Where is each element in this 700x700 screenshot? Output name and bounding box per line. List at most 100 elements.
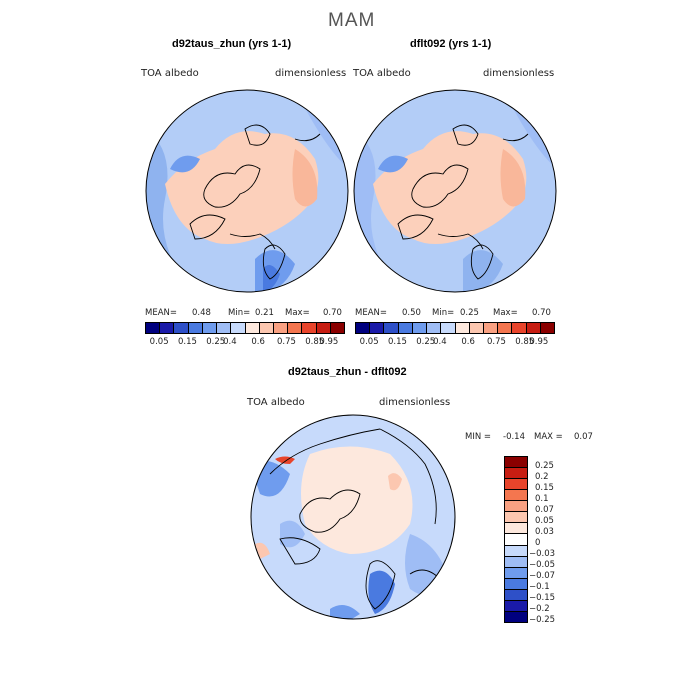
panel-1-units-label: dimensionless [275, 68, 347, 79]
colorbar-swatch [505, 534, 527, 546]
panel-2-mean-value: 0.50 [402, 308, 421, 318]
colorbar-tick-label: 0.15 [177, 337, 197, 347]
colorbar-tick-label: −0.03 [529, 549, 556, 559]
panel-1-mean-value: 0.48 [192, 308, 211, 318]
panel-2-min-label: Min= [432, 308, 455, 318]
panel-2-title: dflt092 (yrs 1-1) [410, 38, 492, 50]
colorbar-tick-label: 0.95 [529, 337, 549, 347]
colorbar-swatch [526, 323, 541, 333]
colorbar-tick-label: 0.15 [387, 337, 407, 347]
colorbar-tick-label: 0.85 [515, 337, 535, 347]
colorbar-swatch [412, 323, 428, 333]
colorbar-tick-label: 0.85 [305, 337, 325, 347]
colorbar-swatch [505, 490, 527, 502]
diff-max-label: MAX = [534, 432, 563, 442]
colorbar-tick-label: 0.03 [535, 527, 554, 537]
colorbar-swatch [505, 512, 527, 524]
colorbar-swatch [505, 523, 527, 535]
diff-panel-polar-map [250, 414, 456, 620]
colorbar-tick-label: 0.25 [206, 337, 226, 347]
colorbar-tick-label: 0.95 [319, 337, 339, 347]
colorbar-tick-label: −0.1 [529, 582, 550, 592]
colorbar-tick-label: −0.05 [529, 560, 556, 570]
colorbar-tick-label: 0.05 [149, 337, 169, 347]
colorbar-swatch [259, 323, 274, 333]
colorbar-tick-label: 0.25 [416, 337, 436, 347]
colorbar-swatch [384, 323, 399, 333]
panel-1-title: d92taus_zhun (yrs 1-1) [172, 38, 292, 50]
colorbar-tick-label: −0.2 [529, 604, 550, 614]
colorbar-swatch [505, 589, 527, 601]
colorbar-swatch [217, 323, 232, 333]
colorbar-tick-label: 0.75 [486, 337, 506, 347]
panel-2-polar-map [353, 89, 557, 293]
panel-1-variable-label: TOA albedo [141, 68, 199, 79]
colorbar-tick-label: −0.15 [529, 593, 556, 603]
panel-2-mean-label: MEAN= [355, 308, 387, 318]
colorbar-swatch [427, 323, 442, 333]
panel-1-min-label: Min= [228, 308, 251, 318]
panel-1-min-value: 0.21 [255, 308, 274, 318]
colorbar-swatch [245, 323, 260, 333]
colorbar-swatch [273, 323, 289, 333]
colorbar-tick-label: 0.15 [535, 483, 554, 493]
colorbar-tick-label: 0.4 [223, 337, 237, 347]
panel-2-colorbar [355, 322, 555, 334]
diff-min-value: -0.14 [503, 432, 525, 442]
colorbar-swatch [160, 323, 175, 333]
colorbar-swatch [505, 479, 527, 491]
colorbar-tick-label: 0.07 [535, 505, 554, 515]
colorbar-swatch [441, 323, 456, 333]
panel-1-mean-label: MEAN= [145, 308, 177, 318]
colorbar-swatch [455, 323, 470, 333]
colorbar-swatch [202, 323, 218, 333]
colorbar-swatch [505, 567, 527, 579]
colorbar-tick-label: 0.25 [535, 461, 554, 471]
colorbar-swatch [146, 323, 161, 333]
panel-2-min-value: 0.25 [460, 308, 479, 318]
colorbar-swatch [540, 323, 555, 333]
panel-1-max-value: 0.70 [323, 308, 342, 318]
panel-1-colorbar [145, 322, 345, 334]
colorbar-swatch [505, 545, 527, 557]
colorbar-tick-label: 0.05 [359, 337, 379, 347]
diff-panel-title: d92taus_zhun - dflt092 [288, 366, 407, 378]
colorbar-swatch [398, 323, 413, 333]
colorbar-tick-label: −0.25 [529, 615, 556, 625]
panel-1-colorbar-ticks: 0.05 0.15 0.25 0.4 0.6 0.75 0.85 0.95 [145, 337, 343, 349]
panel-2-units-label: dimensionless [483, 68, 555, 79]
diff-colorbar [504, 456, 528, 623]
diff-colorbar-ticks: 0.25 0.2 0.15 0.1 0.07 0.05 0.03 0 −0.03 −0.05 −0.… [529, 456, 575, 625]
colorbar-swatch [288, 323, 303, 333]
panel-2-max-value: 0.70 [532, 308, 551, 318]
diff-min-label: MIN = [465, 432, 492, 442]
colorbar-swatch [505, 578, 527, 590]
colorbar-tick-label: 0.75 [276, 337, 296, 347]
colorbar-swatch [174, 323, 189, 333]
colorbar-swatch [330, 323, 345, 333]
diff-max-value: 0.07 [574, 432, 593, 442]
colorbar-tick-label: 0.2 [535, 472, 549, 482]
diff-panel-variable-label: TOA albedo [247, 397, 305, 408]
colorbar-tick-label: 0.6 [251, 337, 265, 347]
panel-1-polar-map [145, 89, 349, 293]
colorbar-tick-label: −0.07 [529, 571, 556, 581]
panel-2-variable-label: TOA albedo [353, 68, 411, 79]
colorbar-swatch [231, 323, 246, 333]
colorbar-swatch [188, 323, 203, 333]
colorbar-tick-label: 0.1 [535, 494, 549, 504]
panel-1-max-label: Max= [285, 308, 310, 318]
colorbar-swatch [505, 556, 527, 568]
panel-2-colorbar-ticks: 0.05 0.15 0.25 0.4 0.6 0.75 0.85 0.95 [355, 337, 553, 349]
colorbar-swatch [302, 323, 317, 333]
colorbar-swatch [316, 323, 331, 333]
colorbar-swatch [370, 323, 385, 333]
panel-2-max-label: Max= [493, 308, 518, 318]
colorbar-swatch [505, 468, 527, 480]
colorbar-tick-label: 0.05 [535, 516, 554, 526]
colorbar-swatch [512, 323, 527, 333]
colorbar-swatch [505, 501, 527, 513]
diff-panel-units-label: dimensionless [379, 397, 451, 408]
colorbar-tick-label: 0.4 [433, 337, 447, 347]
colorbar-tick-label: 0 [535, 538, 541, 548]
